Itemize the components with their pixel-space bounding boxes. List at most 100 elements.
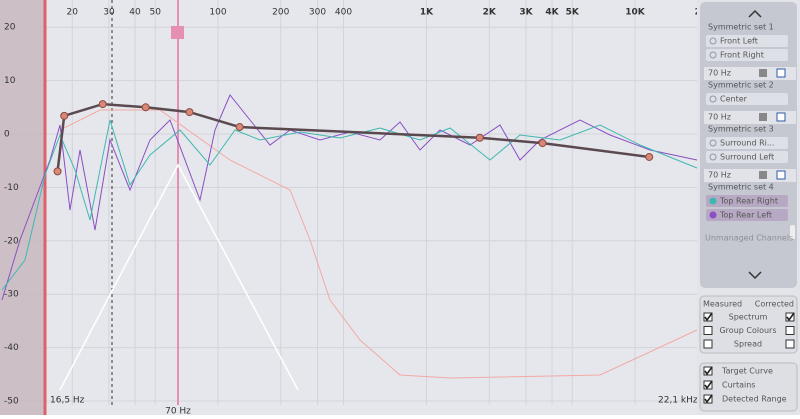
scroll-up[interactable] — [748, 9, 762, 18]
crossover-handle[interactable] — [171, 26, 184, 39]
crossover-label: 70 Hz — [165, 407, 191, 416]
channel-box[interactable] — [706, 137, 788, 149]
crossover-box — [704, 111, 796, 124]
speaker-icon[interactable] — [759, 69, 767, 77]
crossover-filter — [59, 163, 299, 391]
checkmark — [704, 380, 713, 390]
checkbox[interactable] — [785, 326, 795, 335]
x-tick-label: 2K — [483, 8, 497, 18]
channel-list: Symmetric set 1 Front Left Front Right 70 H… — [704, 23, 796, 243]
checkbox[interactable] — [703, 394, 713, 404]
channel-box[interactable] — [706, 93, 788, 105]
scrollbar[interactable] — [790, 225, 795, 239]
y-tick-label: -40 — [4, 343, 19, 353]
channel-box[interactable] — [706, 151, 788, 163]
channel-box[interactable] — [706, 35, 788, 47]
x-tick-label: 30 — [103, 8, 115, 18]
target-point[interactable] — [475, 133, 484, 142]
checkmark — [704, 394, 713, 404]
checkbox[interactable] — [703, 366, 713, 376]
range-high: 22,1 kHz — [658, 396, 698, 406]
x-tick-label: 1K — [420, 8, 434, 18]
x-tick-label: 40 — [129, 8, 141, 18]
speaker-icon[interactable] — [759, 113, 767, 121]
x-tick-label: 10K — [625, 8, 646, 18]
left-curtain — [0, 0, 46, 415]
target-point[interactable] — [98, 100, 107, 109]
option-label: Group Colours — [719, 326, 776, 335]
x-tick-label: 4K — [545, 8, 559, 18]
y-tick-label: 0 — [4, 130, 10, 140]
checkbox[interactable] — [785, 312, 795, 322]
grid — [0, 0, 699, 405]
target-point[interactable] — [185, 108, 194, 117]
y-tick-label: -30 — [4, 290, 19, 300]
option-label: Spread — [734, 340, 762, 349]
measured-header: Measured — [703, 300, 742, 309]
crossover-value: 70 Hz — [708, 69, 731, 78]
link-icon[interactable] — [776, 68, 786, 78]
checkbox[interactable] — [703, 339, 713, 349]
channel-dot — [709, 95, 717, 103]
crossover-box — [704, 67, 796, 80]
x-tick-label: 400 — [335, 8, 352, 18]
link-icon[interactable] — [776, 170, 786, 180]
x-tick-label: 100 — [209, 8, 226, 18]
checkbox[interactable] — [703, 380, 713, 390]
y-tick-label: -10 — [4, 183, 19, 193]
group-title: Symmetric set 4 — [708, 183, 774, 192]
channel-name: Front Right — [720, 51, 764, 60]
channel-name: Top Rear Right — [719, 197, 778, 206]
display-options — [699, 295, 798, 354]
crossover-value: 70 Hz — [708, 171, 731, 180]
checkbox[interactable] — [785, 339, 795, 349]
overlay-options — [699, 362, 798, 412]
channel-box[interactable] — [706, 195, 788, 207]
group-title: Symmetric set 1 — [708, 23, 774, 32]
y-tick-label: 10 — [4, 76, 16, 86]
checkmark — [704, 312, 713, 322]
x-tick-label: 50 — [150, 8, 162, 18]
x-tick-label: 200 — [272, 8, 289, 18]
target-point[interactable] — [645, 152, 654, 161]
channel-dot — [709, 211, 717, 219]
checkbox[interactable] — [703, 312, 713, 322]
link-icon[interactable] — [776, 112, 786, 122]
x-tick-label: 300 — [309, 8, 326, 18]
x-tick-label: 20 — [67, 8, 79, 18]
target-point[interactable] — [538, 139, 547, 148]
channel-dot — [709, 37, 717, 45]
channel-name: Top Rear Left — [719, 211, 772, 220]
range-low: 16,5 Hz — [50, 396, 85, 406]
crossover-box — [704, 169, 796, 182]
option-label: Spectrum — [729, 313, 768, 322]
target-curve — [53, 100, 654, 176]
spectrum-curve — [59, 109, 698, 379]
option-label: Target Curve — [721, 367, 773, 376]
measured-curve-teal — [1, 119, 698, 291]
target-point[interactable] — [235, 123, 244, 132]
group-title: Symmetric set 2 — [708, 81, 774, 90]
channel-name: Surround Left — [720, 153, 774, 162]
x-tick-label: 5K — [566, 8, 580, 18]
y-tick-label: -20 — [4, 236, 19, 246]
channel-dot — [709, 139, 717, 147]
crossover-value: 70 Hz — [708, 113, 731, 122]
channel-box[interactable] — [706, 209, 788, 221]
speaker-icon[interactable] — [759, 171, 767, 179]
y-tick-label: -50 — [4, 397, 19, 407]
corrected-header: Corrected — [755, 300, 794, 309]
channel-dot — [709, 153, 717, 161]
scroll-down[interactable] — [748, 271, 762, 280]
target-point[interactable] — [141, 103, 150, 112]
unmanaged-channels: Unmanaged Channels — [705, 234, 793, 243]
group-title: Symmetric set 3 — [708, 125, 774, 134]
target-point[interactable] — [53, 167, 62, 176]
channel-name: Center — [720, 95, 748, 104]
target-point[interactable] — [60, 111, 69, 120]
channel-name: Front Left — [720, 37, 758, 46]
channel-box[interactable] — [706, 49, 788, 61]
checkbox[interactable] — [703, 326, 713, 335]
